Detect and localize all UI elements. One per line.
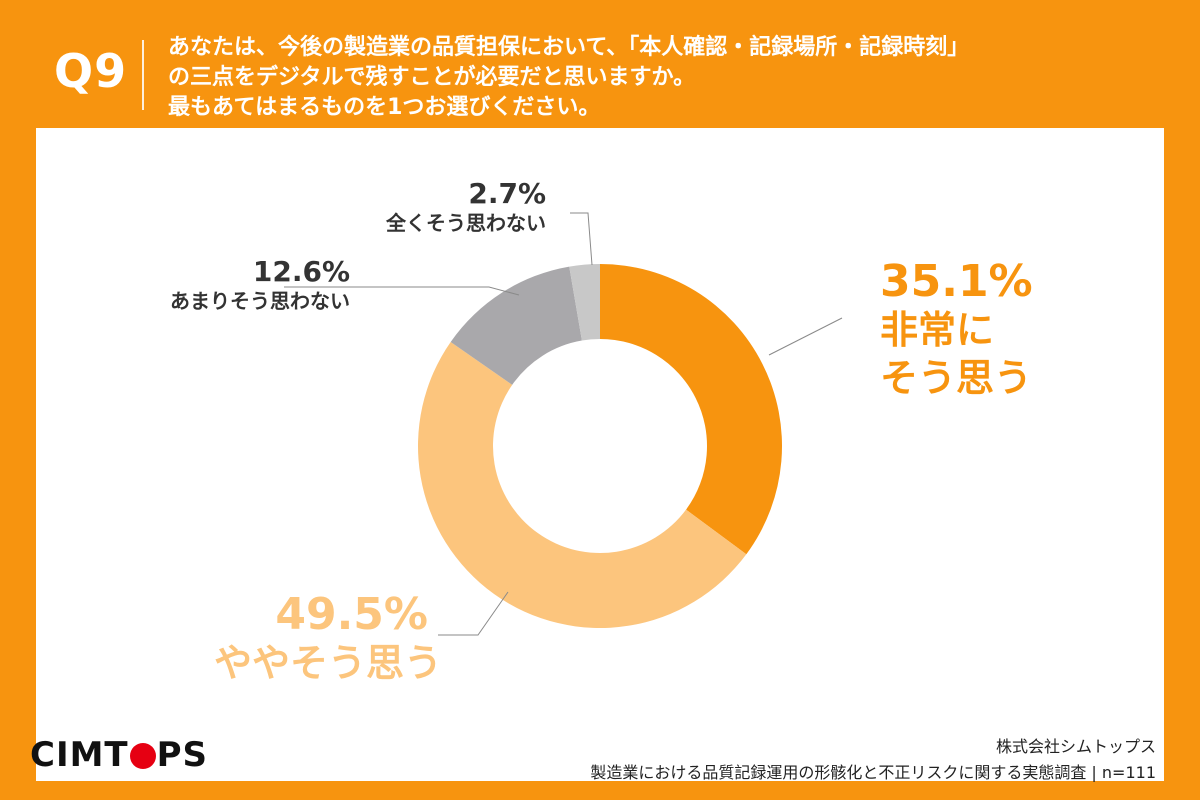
cimtops-logo: CIMT PS (30, 735, 209, 775)
survey-title: 製造業における品質記録運用の形骸化と不正リスクに関する実態調査 | n=111 (590, 763, 1156, 782)
question-line-3: 最もあてはまるものを1つお選びください。 (168, 95, 601, 120)
question-text: あなたは、今後の製造業の品質担保において、「本人確認・記録場所・記録時刻」 の三… (168, 33, 1168, 123)
slice-category-label: ややそう思う (214, 641, 443, 685)
slice-value-label: 35.1% (880, 256, 1033, 307)
slice-category-label: そう思う (880, 356, 1033, 400)
donut-slice-somewhat-disagree (450, 266, 582, 385)
logo-red-dot (129, 743, 156, 769)
donut-chart (284, 212, 843, 636)
leader-line-somewhat-agree (438, 591, 509, 636)
chart-panel: 35.1% 非常に そう思う 49.5% ややそう思う 12.6% あまりそう思… (36, 128, 1164, 781)
slice-category-label: 全くそう思わない (386, 211, 546, 235)
slice-category-label: 非常に (880, 308, 995, 352)
company-name: 株式会社シムトップス (995, 737, 1156, 756)
leader-line-strongly-disagree (570, 212, 593, 266)
slice-value-label: 49.5% (275, 589, 428, 640)
donut-slice-strongly-agree (600, 264, 783, 555)
donut-slice-somewhat-agree (417, 341, 747, 629)
leader-line-somewhat-disagree (284, 286, 520, 296)
donut-slice-strongly-disagree (569, 264, 600, 341)
slice-value-label: 12.6% (252, 255, 350, 288)
question-line-2: の三点をデジタルで残すことが必要だと思いますか。 (168, 65, 696, 90)
slice-value-label: 2.7% (468, 177, 546, 210)
question-line-1: あなたは、今後の製造業の品質担保において、「本人確認・記録場所・記録時刻」 (168, 35, 970, 60)
label-group-somewhat-disagree: 12.6% あまりそう思わない (136, 256, 350, 314)
leader-line-strongly-agree (768, 317, 843, 356)
question-number: Q9 (54, 44, 128, 98)
label-group-strongly-agree: 35.1% 非常に そう思う (880, 258, 1033, 402)
question-header: Q9 あなたは、今後の製造業の品質担保において、「本人確認・記録場所・記録時刻」… (0, 0, 1200, 128)
source-note: 株式会社シムトップス 製造業における品質記録運用の形骸化と不正リスクに関する実態… (590, 734, 1156, 786)
header-divider (142, 40, 144, 110)
label-group-somewhat-agree: 49.5% ややそう思う (214, 589, 443, 687)
label-group-strongly-disagree: 2.7% 全くそう思わない (336, 178, 546, 236)
slice-category-label: あまりそう思わない (170, 289, 350, 313)
